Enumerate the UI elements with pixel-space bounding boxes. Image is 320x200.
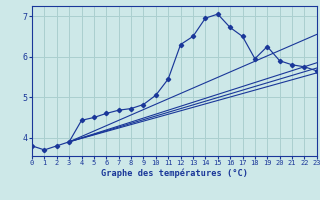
X-axis label: Graphe des températures (°C): Graphe des températures (°C) [101, 169, 248, 178]
